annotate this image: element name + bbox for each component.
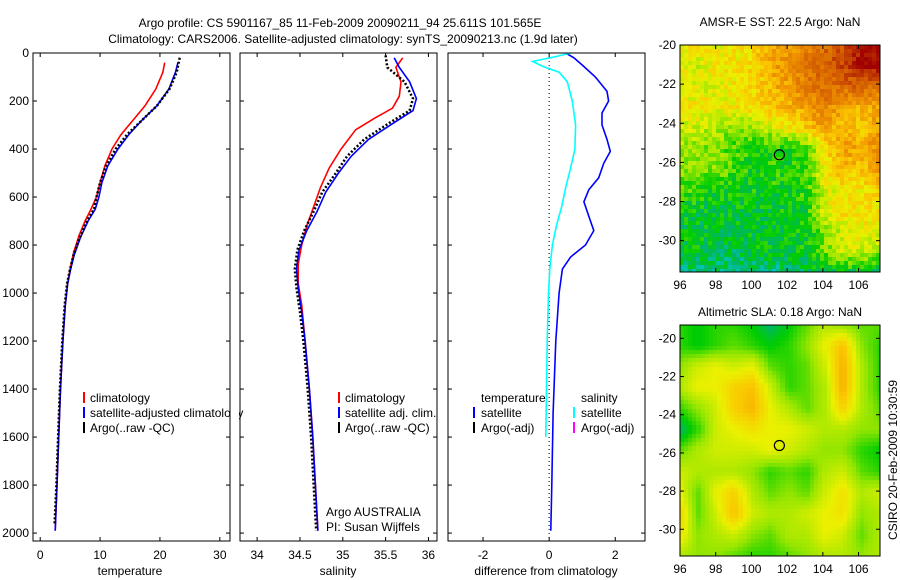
legend-header-salinity: salinity xyxy=(581,391,618,405)
lat-tick-label: -30 xyxy=(659,234,677,248)
difference-xlabel: difference from climatology xyxy=(474,564,617,578)
lon-tick-label: 106 xyxy=(849,562,869,576)
y-tick-label: 1200 xyxy=(2,334,29,348)
series-satellite-adjusted-climatology xyxy=(54,62,179,531)
lon-tick-label: 102 xyxy=(777,562,797,576)
series-satellite-adj-clim- xyxy=(295,57,418,531)
legend-label: Argo(-adj) xyxy=(581,421,634,435)
legend-label: satellite-adjusted climatology xyxy=(90,406,243,420)
lat-tick-label: -24 xyxy=(659,116,677,130)
y-tick-label: 2000 xyxy=(2,526,29,540)
map-box xyxy=(679,324,881,557)
axes-box xyxy=(239,52,438,542)
x-tick-label: -2 xyxy=(478,548,489,562)
lat-tick-label: -28 xyxy=(659,195,677,209)
x-tick-label: 0 xyxy=(37,548,44,562)
legend-label: satellite adj. clim. xyxy=(345,406,436,420)
salinity-legend: climatology satellite adj. clim. Argo(..… xyxy=(326,391,436,534)
x-tick-label: 36 xyxy=(422,548,436,562)
x-tick-label: 34 xyxy=(250,548,264,562)
salinity-xlabel: salinity xyxy=(320,564,357,578)
legend-label: climatology xyxy=(90,391,150,405)
title-line1: Argo profile: CS 5901167_85 11-Feb-2009 … xyxy=(139,16,542,30)
legend-label: Argo(-adj) xyxy=(481,421,534,435)
sst-map-axes: 96 98 100 102 104 106 -20 -22 -24 -26 -28 -30 xyxy=(659,38,881,292)
legend-label: Argo(..raw -QC) xyxy=(345,421,430,435)
salinity-panel: 34 34.5 35 35.5 36 xyxy=(239,52,438,562)
x-tick-label: 0 xyxy=(546,548,553,562)
x-tick-label: 35 xyxy=(336,548,350,562)
lat-tick-label: -20 xyxy=(659,331,677,345)
sst-heatmap xyxy=(680,45,880,272)
difference-panel: -2 0 2 xyxy=(447,52,646,562)
y-tick-label: 200 xyxy=(9,94,29,108)
lon-tick-label: 100 xyxy=(741,278,761,292)
lat-tick-label: -26 xyxy=(659,446,677,460)
axes-box xyxy=(32,52,231,542)
y-tick-label: 1600 xyxy=(2,430,29,444)
argo-location-marker xyxy=(773,439,785,452)
lon-tick-label: 104 xyxy=(813,562,833,576)
difference-legend: temperature salinity satellite Argo(-adj… xyxy=(473,391,634,435)
lon-tick-label: 100 xyxy=(741,562,761,576)
series-temperature-satellite xyxy=(550,52,612,531)
lat-tick-label: -20 xyxy=(659,38,677,52)
temperature-xlabel: temperature xyxy=(98,564,163,578)
x-tick-label: 34.5 xyxy=(288,548,312,562)
axes-box xyxy=(447,52,646,542)
legend-clip xyxy=(231,400,239,430)
lat-tick-label: -22 xyxy=(659,77,677,91)
y-tick-label: 0 xyxy=(22,46,29,60)
lat-tick-label: -30 xyxy=(659,522,677,536)
legend-label: Argo(..raw -QC) xyxy=(90,421,175,435)
sst-map-title: AMSR-E SST: 22.5 Argo: NaN xyxy=(700,15,861,29)
footer-timestamp: CSIRO 20-Feb-2009 10:30:59 xyxy=(886,380,900,540)
legend-label: satellite xyxy=(481,406,522,420)
y-tick-label: 600 xyxy=(9,190,29,204)
title-line2: Climatology: CARS2006. Satellite-adjuste… xyxy=(108,32,578,46)
legend-label: climatology xyxy=(345,391,405,405)
series-climatology xyxy=(54,62,166,531)
x-tick-label: 10 xyxy=(93,548,107,562)
sla-map-title: Altimetric SLA: 0.18 Argo: NaN xyxy=(698,305,862,319)
x-tick-label: 30 xyxy=(213,548,227,562)
y-tick-label: 1400 xyxy=(2,382,29,396)
temperature-panel: 0 10 20 30 0 200 400 600 800 1000 1200 1400 1600 1800… xyxy=(2,46,231,562)
series-salinity-satellite xyxy=(530,52,577,438)
y-tick-label: 800 xyxy=(9,238,29,252)
lon-tick-label: 106 xyxy=(849,278,869,292)
y-tick-label: 400 xyxy=(9,142,29,156)
x-tick-label: 20 xyxy=(153,548,167,562)
y-tick-label: 1000 xyxy=(2,286,29,300)
lat-tick-label: -28 xyxy=(659,484,677,498)
legend-header-temperature: temperature xyxy=(481,391,546,405)
lon-tick-label: 98 xyxy=(709,562,723,576)
sla-map-axes: 96 98 100 102 104 106 -20 -22 -24 -26 -28 -30 xyxy=(659,324,881,576)
temperature-legend: climatology satellite-adjusted climatolo… xyxy=(83,391,243,435)
lon-tick-label: 102 xyxy=(777,278,797,292)
lon-tick-label: 96 xyxy=(673,562,687,576)
argo-location-marker xyxy=(773,149,785,161)
x-tick-label: 2 xyxy=(612,548,619,562)
series-argo-raw-qc- xyxy=(53,57,181,524)
lon-tick-label: 98 xyxy=(709,278,723,292)
lat-tick-label: -22 xyxy=(659,370,677,384)
x-tick-label: 35.5 xyxy=(374,548,398,562)
y-tick-label: 1800 xyxy=(2,478,29,492)
lat-tick-label: -24 xyxy=(659,408,677,422)
series-argo-raw-qc- xyxy=(293,55,415,531)
legend-label: satellite xyxy=(581,406,622,420)
map-box xyxy=(679,44,881,273)
annotation-argo-australia: Argo AUSTRALIA xyxy=(326,505,421,519)
lat-tick-label: -26 xyxy=(659,155,677,169)
lon-tick-label: 96 xyxy=(673,278,687,292)
lon-tick-label: 104 xyxy=(813,278,833,292)
annotation-pi: PI: Susan Wijffels xyxy=(326,520,420,534)
